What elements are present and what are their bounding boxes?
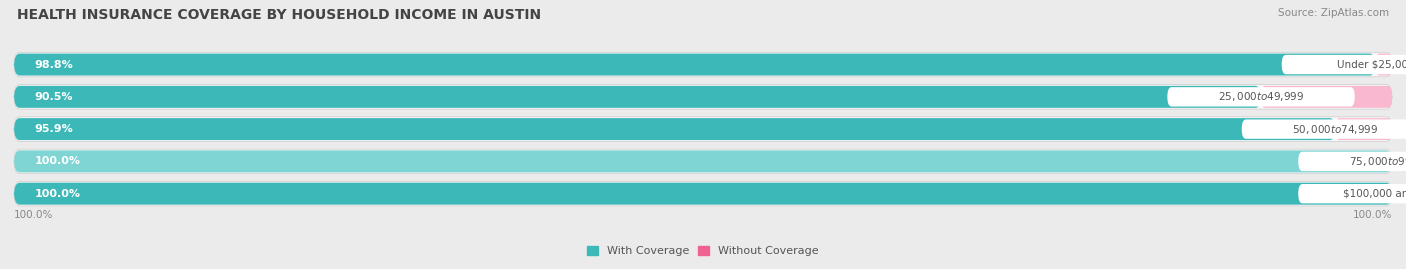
Text: 100.0%: 100.0% — [1353, 210, 1392, 220]
FancyBboxPatch shape — [14, 54, 1375, 76]
FancyBboxPatch shape — [14, 84, 1392, 109]
FancyBboxPatch shape — [14, 118, 1336, 140]
FancyBboxPatch shape — [1298, 152, 1406, 171]
Text: 95.9%: 95.9% — [35, 124, 73, 134]
FancyBboxPatch shape — [14, 86, 1261, 108]
Text: Source: ZipAtlas.com: Source: ZipAtlas.com — [1278, 8, 1389, 18]
FancyBboxPatch shape — [1282, 55, 1406, 74]
FancyBboxPatch shape — [1167, 87, 1355, 107]
Text: 90.5%: 90.5% — [35, 92, 73, 102]
FancyBboxPatch shape — [1375, 54, 1392, 76]
FancyBboxPatch shape — [14, 52, 1392, 77]
FancyBboxPatch shape — [1261, 86, 1392, 108]
FancyBboxPatch shape — [1241, 119, 1406, 139]
FancyBboxPatch shape — [14, 181, 1392, 206]
Text: HEALTH INSURANCE COVERAGE BY HOUSEHOLD INCOME IN AUSTIN: HEALTH INSURANCE COVERAGE BY HOUSEHOLD I… — [17, 8, 541, 22]
Text: Under $25,000: Under $25,000 — [1337, 59, 1406, 70]
Text: 100.0%: 100.0% — [14, 210, 53, 220]
FancyBboxPatch shape — [1336, 118, 1392, 140]
Text: 100.0%: 100.0% — [35, 189, 80, 199]
Text: 98.8%: 98.8% — [35, 59, 73, 70]
FancyBboxPatch shape — [14, 117, 1392, 141]
Text: $50,000 to $74,999: $50,000 to $74,999 — [1292, 123, 1379, 136]
Text: $100,000 and over: $100,000 and over — [1343, 189, 1406, 199]
Text: $25,000 to $49,999: $25,000 to $49,999 — [1218, 90, 1305, 103]
FancyBboxPatch shape — [14, 149, 1392, 174]
Legend: With Coverage, Without Coverage: With Coverage, Without Coverage — [582, 241, 824, 261]
FancyBboxPatch shape — [14, 183, 1392, 205]
FancyBboxPatch shape — [14, 150, 1392, 172]
FancyBboxPatch shape — [1298, 184, 1406, 203]
Text: 100.0%: 100.0% — [35, 156, 80, 167]
Text: $75,000 to $99,999: $75,000 to $99,999 — [1348, 155, 1406, 168]
